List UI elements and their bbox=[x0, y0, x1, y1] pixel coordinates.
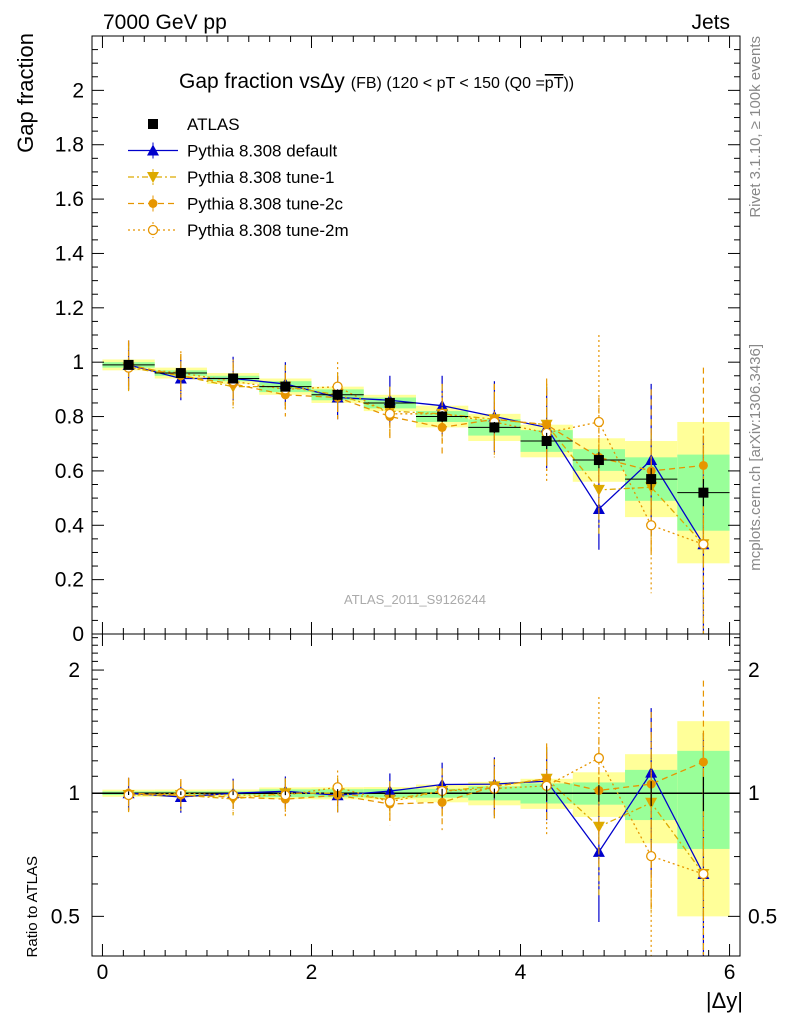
main-y-tick-label: 1.4 bbox=[55, 242, 85, 265]
pythia-8-308-tune-1-ratio-line bbox=[128, 778, 704, 875]
pythia-8-308-tune-2m-ratio-point bbox=[698, 868, 709, 880]
atlas-point bbox=[593, 455, 604, 466]
ratio-y-tick-label: 2 bbox=[748, 659, 760, 682]
pythia-8-308-tune-2m-point bbox=[384, 408, 396, 419]
pythia-8-308-tune-2m-ratio-point bbox=[384, 796, 396, 807]
analysis-watermark: ATLAS_2011_S9126244 bbox=[344, 592, 486, 607]
pythia-8-308-tune-2m-ratio-line bbox=[128, 757, 704, 875]
atlas-point bbox=[541, 436, 552, 447]
main-y-tick-label: 0.2 bbox=[55, 569, 84, 592]
pythia-8-308-tune-2c-point bbox=[698, 460, 708, 470]
atlas-point bbox=[646, 474, 657, 485]
ratio-y-tick-label: 1 bbox=[748, 782, 760, 805]
pythia-8-308-tune-2m-ratio-point bbox=[646, 850, 657, 862]
pythia-8-308-tune-2c-ratio-line bbox=[128, 761, 704, 805]
ratio-y-tick-label: 2 bbox=[68, 659, 80, 682]
legend: ATLAS Pythia 8.308 default Pythia 8.308 tu… bbox=[128, 115, 349, 240]
pythia-8-308-tune-2c-legend-label: Pythia 8.308 tune-2c bbox=[187, 195, 343, 214]
atlas-point bbox=[698, 487, 709, 498]
atlas-legend-marker bbox=[148, 119, 158, 129]
atlas-point bbox=[489, 422, 500, 433]
rivet-label: Rivet 3.1.10, ≥ 100k events bbox=[747, 36, 764, 218]
pythia-8-308-tune-2c-ratio-point bbox=[437, 797, 447, 807]
main-y-tick-label: 1 bbox=[72, 351, 84, 374]
x-tick-label: 0 bbox=[97, 961, 109, 984]
main-y-tick-label: 2 bbox=[72, 79, 84, 102]
ratio-data-bands bbox=[102, 721, 730, 917]
x-axis-label: |Δy| bbox=[706, 988, 743, 1013]
ratio-y-tick-label: 0.5 bbox=[748, 905, 777, 928]
main-data-bands bbox=[102, 359, 730, 564]
axes: 0 0.2 0.4 0.6 0.8 1 1.2 1.4 1.6 1.8 2 0 2 4 6 0.5 0.5 1 1 2… bbox=[51, 35, 777, 984]
atlas-point bbox=[437, 411, 448, 422]
pythia-8-308-tune-2m-legend-marker bbox=[147, 224, 159, 236]
chart-title: Gap fraction vsΔy (FB) (120 < pT < 150 (Q… bbox=[179, 70, 574, 93]
main-y-tick-label: 0.6 bbox=[55, 460, 84, 483]
main-y-tick-label: 0 bbox=[72, 623, 84, 646]
atlas-point bbox=[123, 359, 134, 370]
main-y-tick-label: 1.6 bbox=[55, 188, 84, 211]
pythia-8-308-tune-1-legend-marker bbox=[147, 172, 159, 183]
atlas-point bbox=[384, 397, 395, 408]
pythia-8-308-default-legend-label: Pythia 8.308 default bbox=[187, 142, 338, 161]
atlas-legend-label: ATLAS bbox=[187, 115, 240, 134]
main-y-axis-label: Gap fraction bbox=[13, 33, 38, 153]
pythia-8-308-tune-2c-ratio-point bbox=[698, 757, 708, 767]
pythia-8-308-tune-2m-line bbox=[128, 366, 704, 545]
pythia-8-308-tune-2c-line bbox=[128, 364, 704, 472]
pythia-8-308-tune-2m-point bbox=[646, 520, 657, 531]
ratio-y-tick-label: 1 bbox=[68, 782, 80, 805]
process-label: Jets bbox=[691, 11, 730, 34]
beam-label: 7000 GeV pp bbox=[103, 11, 227, 34]
pythia-8-308-default-ratio-line bbox=[128, 771, 704, 875]
ratio-y-axis-label: Ratio to ATLAS bbox=[24, 856, 41, 957]
pythia-8-308-tune-2m-legend-label: Pythia 8.308 tune-2m bbox=[187, 221, 349, 240]
ratio-y-tick-label: 0.5 bbox=[51, 905, 80, 928]
atlas-point bbox=[175, 368, 186, 379]
pythia-8-308-tune-2m-ratio-point bbox=[593, 752, 605, 764]
main-y-tick-label: 1.2 bbox=[55, 297, 84, 320]
main-y-tick-label: 0.4 bbox=[55, 514, 85, 537]
x-tick-label: 4 bbox=[515, 961, 527, 984]
atlas-point bbox=[332, 389, 343, 400]
ratio-panel-frame bbox=[91, 633, 741, 957]
mcplots-label: mcplots.cern.ch [arXiv:1306.3436] bbox=[747, 344, 764, 571]
main-y-tick-label: 0.8 bbox=[55, 406, 84, 429]
pythia-8-308-tune-1-legend-label: Pythia 8.308 tune-1 bbox=[187, 168, 334, 187]
pythia-8-308-tune-2c-point bbox=[437, 422, 447, 432]
pythia-8-308-tune-2c-legend-marker bbox=[148, 199, 158, 208]
atlas-point bbox=[280, 381, 291, 392]
ratio-panel-series bbox=[122, 680, 710, 956]
atlas-point bbox=[228, 373, 239, 384]
pythia-8-308-tune-2m-point bbox=[698, 539, 709, 550]
pythia-8-308-default-legend-marker bbox=[147, 144, 159, 156]
pythia-8-308-tune-2m-point bbox=[593, 416, 605, 428]
x-tick-label: 2 bbox=[306, 961, 318, 984]
x-tick-label: 6 bbox=[724, 961, 736, 984]
main-panel-series bbox=[102, 335, 730, 634]
main-y-tick-label: 1.8 bbox=[55, 134, 84, 157]
